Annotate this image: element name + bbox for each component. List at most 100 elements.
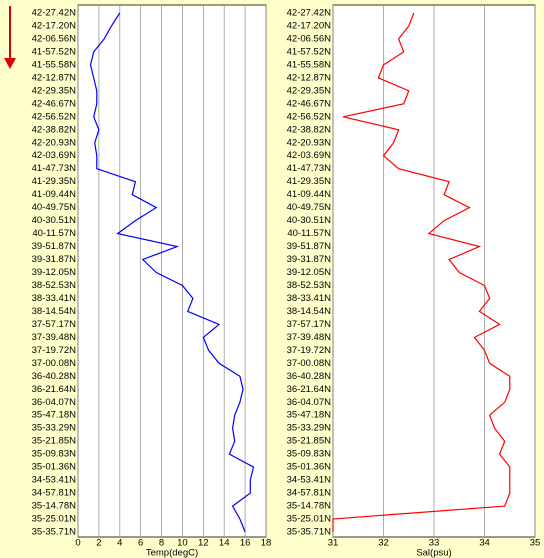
- y-tick-label: 37-57.17N: [287, 319, 332, 330]
- y-tick-label: 42-29.35N: [32, 85, 77, 96]
- y-tick-label: 35-14.78N: [287, 501, 332, 512]
- y-tick-label: 39-12.05N: [32, 267, 77, 278]
- y-tick-label: 41-47.73N: [32, 163, 77, 174]
- x-axis-label: Sal(psu): [416, 548, 451, 558]
- y-tick-label: 38-33.41N: [32, 293, 77, 304]
- y-tick-label: 35-47.18N: [287, 410, 332, 421]
- x-tick-label: 6: [138, 538, 143, 549]
- y-tick-label: 36-40.28N: [287, 371, 332, 382]
- x-tick-label: 8: [159, 538, 164, 549]
- y-tick-label: 37-19.72N: [287, 345, 332, 356]
- y-tick-label: 36-40.28N: [32, 371, 77, 382]
- y-tick-label: 41-29.35N: [32, 176, 77, 187]
- y-tick-label: 36-21.64N: [32, 384, 77, 395]
- y-tick-label: 34-53.41N: [287, 475, 332, 486]
- y-tick-label: 38-14.54N: [287, 306, 332, 317]
- y-tick-label: 40-49.75N: [287, 202, 332, 213]
- y-tick-label: 37-39.48N: [32, 332, 77, 343]
- y-tick-label: 40-49.75N: [32, 202, 77, 213]
- y-tick-label: 41-55.58N: [32, 59, 77, 70]
- y-tick-label: 42-56.52N: [32, 111, 77, 122]
- x-tick-label: 10: [177, 538, 188, 549]
- x-tick-label: 4: [117, 538, 122, 549]
- y-tick-label: 34-53.41N: [32, 475, 77, 486]
- y-tick-label: 40-30.51N: [287, 215, 332, 226]
- y-tick-label: 37-57.17N: [32, 319, 77, 330]
- y-tick-label: 42-27.42N: [287, 8, 332, 19]
- y-tick-label: 37-39.48N: [287, 332, 332, 343]
- plot-area: [77, 4, 267, 538]
- y-tick-label: 35-35.71N: [287, 527, 332, 538]
- y-tick-label: 39-51.87N: [287, 241, 332, 252]
- y-tick-label: 39-51.87N: [32, 241, 77, 252]
- y-tick-label: 35-47.18N: [32, 410, 77, 421]
- x-tick-label: 31: [328, 538, 339, 549]
- y-tick-label: 42-29.35N: [287, 85, 332, 96]
- y-tick-label: 38-14.54N: [32, 306, 77, 317]
- y-tick-label: 42-20.93N: [32, 137, 77, 148]
- y-tick-label: 34-57.81N: [287, 488, 332, 499]
- y-tick-label: 35-09.83N: [287, 449, 332, 460]
- y-tick-label: 35-14.78N: [32, 501, 77, 512]
- x-tick-label: 34: [479, 538, 490, 549]
- y-tick-label: 41-09.44N: [32, 189, 77, 200]
- y-tick-label: 42-20.93N: [287, 137, 332, 148]
- y-tick-label: 39-31.87N: [32, 254, 77, 265]
- y-tick-label: 42-06.56N: [32, 33, 77, 44]
- x-tick-label: 33: [429, 538, 440, 549]
- y-tick-label: 42-03.69N: [287, 150, 332, 161]
- y-tick-label: 42-38.82N: [287, 124, 332, 135]
- y-tick-label: 38-52.53N: [287, 280, 332, 291]
- y-tick-label: 36-04.07N: [32, 397, 77, 408]
- y-tick-label: 41-57.52N: [287, 46, 332, 57]
- y-tick-label: 37-19.72N: [32, 345, 77, 356]
- y-tick-label: 42-17.20N: [287, 20, 332, 31]
- y-tick-label: 35-33.29N: [287, 423, 332, 434]
- y-tick-label: 40-30.51N: [32, 215, 77, 226]
- y-tick-label: 35-35.71N: [32, 527, 77, 538]
- y-tick-label: 41-57.52N: [32, 46, 77, 57]
- y-tick-label: 42-12.87N: [287, 72, 332, 83]
- y-tick-label: 38-33.41N: [287, 293, 332, 304]
- x-tick-label: 16: [240, 538, 251, 549]
- y-tick-label: 42-12.87N: [32, 72, 77, 83]
- x-tick-label: 12: [198, 538, 209, 549]
- y-tick-label: 36-21.64N: [287, 384, 332, 395]
- y-tick-label: 35-21.85N: [287, 436, 332, 447]
- y-tick-label: 42-27.42N: [32, 8, 77, 19]
- x-tick-label: 0: [75, 538, 80, 549]
- y-tick-label: 42-17.20N: [32, 20, 77, 31]
- y-tick-label: 42-56.52N: [287, 111, 332, 122]
- y-tick-label: 35-33.29N: [32, 423, 77, 434]
- x-tick-label: 18: [261, 538, 272, 549]
- x-tick-label: 32: [378, 538, 389, 549]
- data-line: [332, 12, 511, 532]
- y-tick-label: 42-38.82N: [32, 124, 77, 135]
- y-tick-label: 38-52.53N: [32, 280, 77, 291]
- y-tick-label: 41-29.35N: [287, 176, 332, 187]
- y-tick-label: 37-00.08N: [32, 358, 77, 369]
- y-tick-label: 40-11.57N: [32, 228, 76, 239]
- y-tick-label: 40-11.57N: [287, 228, 331, 239]
- y-tick-label: 35-01.36N: [287, 462, 332, 473]
- y-tick-label: 39-12.05N: [287, 267, 332, 278]
- y-tick-label: 35-21.85N: [32, 436, 77, 447]
- y-tick-label: 42-46.67N: [32, 98, 77, 109]
- y-tick-label: 42-06.56N: [287, 33, 332, 44]
- y-tick-label: 35-25.01N: [32, 514, 77, 525]
- y-tick-label: 35-25.01N: [287, 514, 332, 525]
- x-tick-label: 2: [96, 538, 101, 549]
- data-line: [89, 12, 255, 533]
- y-tick-label: 42-03.69N: [32, 150, 77, 161]
- y-tick-label: 36-04.07N: [287, 397, 332, 408]
- y-tick-label: 37-00.08N: [287, 358, 332, 369]
- y-tick-label: 41-09.44N: [287, 189, 332, 200]
- y-tick-label: 39-31.87N: [287, 254, 332, 265]
- direction-arrow: [4, 6, 16, 69]
- x-axis-label: Temp(degC): [146, 548, 198, 558]
- y-tick-label: 41-55.58N: [287, 59, 332, 70]
- y-tick-label: 35-09.83N: [32, 449, 77, 460]
- y-tick-label: 41-47.73N: [287, 163, 332, 174]
- y-tick-label: 42-46.67N: [287, 98, 332, 109]
